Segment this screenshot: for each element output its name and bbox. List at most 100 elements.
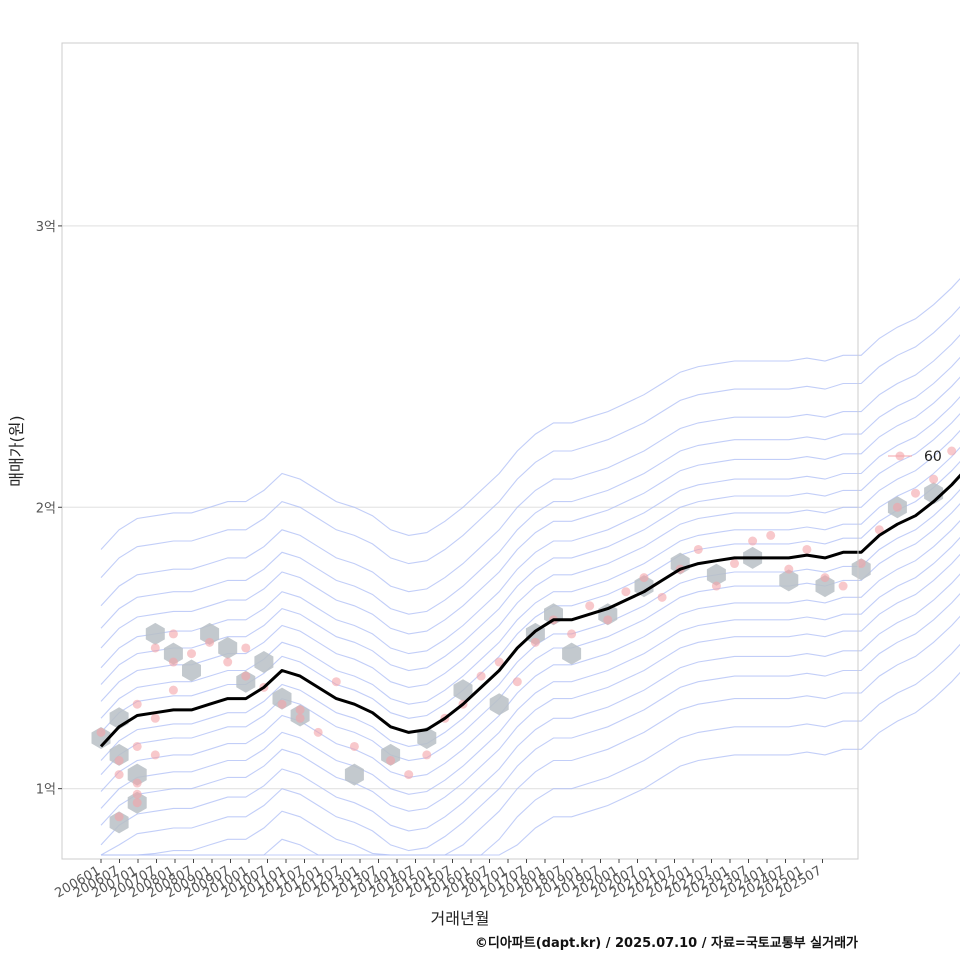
data-point: [530, 637, 540, 647]
data-point: [150, 750, 160, 760]
x-axis-title: 거래년월: [431, 909, 490, 928]
data-point: [187, 649, 196, 659]
density-contour: [100, 413, 960, 685]
hexbin-cell: [634, 575, 654, 598]
source-credit: ©디아파트(dapt.kr) / 2025.07.10 / 자료=국토교통부 실…: [475, 935, 858, 951]
hexbin-cell: [236, 670, 256, 693]
data-point: [205, 637, 215, 647]
data-point: [892, 502, 902, 512]
data-point: [476, 671, 486, 681]
y-tick-label: 3억: [36, 220, 56, 235]
data-point: [730, 559, 739, 569]
data-point: [693, 544, 703, 554]
hexbin-cell: [779, 569, 799, 592]
data-point: [838, 581, 848, 591]
data-point: [567, 629, 577, 639]
hexbin-cell: [489, 693, 509, 716]
hexbin-cell: [417, 727, 437, 749]
data-point: [168, 657, 178, 667]
density-contour: [101, 615, 960, 856]
data-point: [114, 812, 124, 822]
hexbin-cell: [163, 642, 183, 665]
data-point: [911, 488, 920, 498]
hexbin-cell: [109, 743, 129, 766]
density-contour: [100, 553, 960, 826]
data-point: [168, 685, 178, 695]
data-point: [856, 559, 866, 569]
data-point: [404, 770, 414, 780]
data-point: [621, 587, 631, 597]
data-point: [223, 657, 233, 667]
data-point: [132, 789, 142, 799]
hexbin-cell: [272, 687, 292, 710]
data-point: [295, 705, 305, 715]
trend-line-layer: [99, 473, 960, 748]
hexbin-cell: [706, 563, 726, 586]
density-contour: [100, 536, 960, 809]
data-point: [313, 727, 323, 737]
density-contour: [100, 356, 960, 629]
hexbin-cell: [381, 743, 401, 766]
hexbin-cell: [562, 642, 582, 665]
hexbin-cell: [200, 622, 220, 645]
trend-line: [99, 473, 960, 748]
data-point: [766, 530, 776, 540]
legend-label: 60: [924, 449, 942, 465]
legend: 60: [888, 449, 942, 465]
data-point: [711, 581, 721, 591]
data-point: [295, 713, 305, 723]
hexbin-cell: [91, 727, 111, 749]
data-point: [132, 798, 142, 808]
hexbin-cell: [453, 679, 473, 702]
legend-swatch-point: [895, 451, 905, 461]
hexbin-cell: [254, 651, 274, 673]
hexbin-cell: [344, 763, 364, 786]
density-contour: [100, 593, 960, 856]
y-axis-title: 매매가(원): [7, 415, 26, 486]
data-point: [277, 699, 287, 709]
density-contours: [100, 277, 960, 856]
hexbin-cell: [109, 811, 129, 834]
data-point: [349, 741, 359, 751]
hexbin-cell: [145, 622, 165, 645]
plot-frame: [61, 42, 859, 860]
hexbin-cell: [218, 637, 238, 659]
data-point: [947, 446, 957, 456]
data-point: [241, 671, 251, 681]
grid-lines: [62, 225, 858, 790]
y-tick-label: 1억: [36, 783, 56, 798]
density-contour: [100, 376, 960, 649]
data-point: [132, 778, 142, 788]
data-point: [657, 592, 667, 602]
data-point: [748, 536, 758, 546]
data-point: [168, 629, 178, 639]
data-point: [422, 750, 432, 760]
density-contour: [100, 503, 960, 775]
density-contour: [100, 277, 960, 550]
hexbin-cell: [182, 659, 201, 682]
x-axis-ticks: 2006012006072007012007072008012008072009…: [53, 859, 825, 901]
density-contour: [100, 429, 960, 702]
data-point: [331, 677, 341, 687]
hexbin-cell: [127, 763, 147, 786]
data-point: [241, 643, 251, 653]
data-point: [512, 677, 522, 687]
data-point: [639, 573, 649, 583]
data-point: [132, 741, 142, 751]
data-point: [114, 756, 124, 766]
data-point: [132, 699, 142, 709]
data-point: [386, 756, 396, 766]
density-contour: [100, 488, 960, 761]
density-contour: [100, 396, 960, 669]
data-point: [874, 525, 884, 535]
y-axis-ticks: 1억 2억 3억: [36, 220, 62, 798]
data-point: [150, 713, 160, 723]
density-contour: [100, 519, 960, 792]
data-point: [114, 770, 124, 780]
data-point: [585, 601, 595, 611]
data-point: [929, 474, 939, 484]
density-contour: [100, 573, 960, 846]
data-point: [96, 727, 106, 737]
hexbin-cell: [851, 558, 871, 581]
